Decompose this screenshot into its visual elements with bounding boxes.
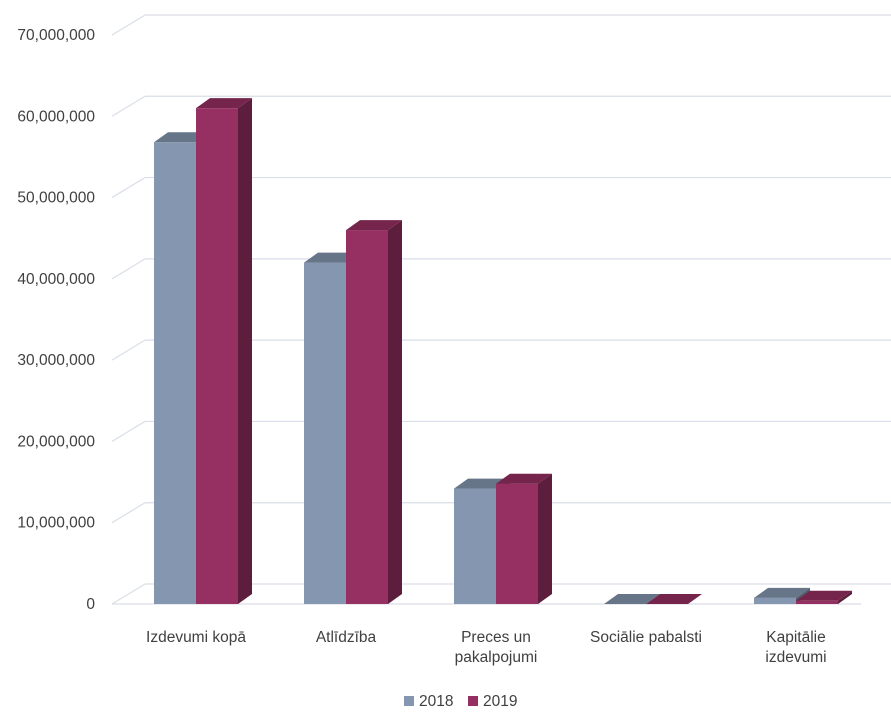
gridline-wall [111,258,146,280]
bar-top-face [196,98,252,109]
y-tick-label: 40,000,000 [17,271,95,288]
x-tick-label: Izdevumi kopā [146,629,246,646]
bar-top-face [796,590,852,601]
bar-side-face [538,473,552,604]
gridline-wall [111,14,146,36]
y-tick-label: 30,000,000 [17,352,95,369]
bar-side-face [388,220,402,605]
x-tick-label: Kapitālie izdevumi [765,629,826,666]
y-tick-label: 50,000,000 [17,190,95,207]
gridline-wall [111,95,146,117]
x-tick-label: Preces un pakalpojumi [455,629,538,666]
x-tick-label: Atlīdzība [316,629,377,646]
bar-front-face [496,483,538,604]
gridline-wall [111,177,146,199]
gridline-wall [111,583,146,605]
bar-front-face [196,108,238,605]
y-axis: 0 10,000,000 20,000,000 30,000,000 40,000,00… [17,27,95,613]
y-tick-label: 0 [86,596,95,613]
legend-swatch [404,696,414,706]
y-tick-label: 10,000,000 [17,515,95,532]
bar-2018 [604,594,660,604]
y-tick-label: 20,000,000 [17,433,95,450]
gridline-wall [111,502,146,524]
legend-label: 2019 [483,693,517,710]
legend-label: 2018 [419,693,453,710]
x-tick-label: Sociālie pabalsti [590,629,702,646]
bar-front-face [304,262,346,604]
bar-top-face [496,473,552,484]
bar-top-face [754,587,810,598]
bar-front-face [754,597,796,604]
bar-top-face [646,594,702,604]
gridline-wall [111,420,146,442]
bar-2019 [196,98,252,605]
y-tick-label: 70,000,000 [17,27,95,44]
bar-front-face [346,230,388,605]
bar-front-face [454,488,496,604]
bar-2019 [346,220,402,605]
bar-top-face [604,594,660,604]
y-tick-label: 60,000,000 [17,108,95,125]
bar-side-face [838,590,852,604]
gridline-wall [111,339,146,361]
bar-top-face [346,220,402,231]
bar-front-face [154,142,196,604]
bars [154,98,852,605]
bar-2019 [646,594,702,604]
bar-front-face [796,600,838,604]
bar-side-face [238,98,252,605]
bar-2019 [496,473,552,604]
legend-swatch [468,696,478,706]
bar-2019 [796,590,852,604]
x-axis: Izdevumi kopā Atlīdzība Preces un pakalpoju… [146,629,827,666]
legend: 2018 2019 [404,693,517,710]
